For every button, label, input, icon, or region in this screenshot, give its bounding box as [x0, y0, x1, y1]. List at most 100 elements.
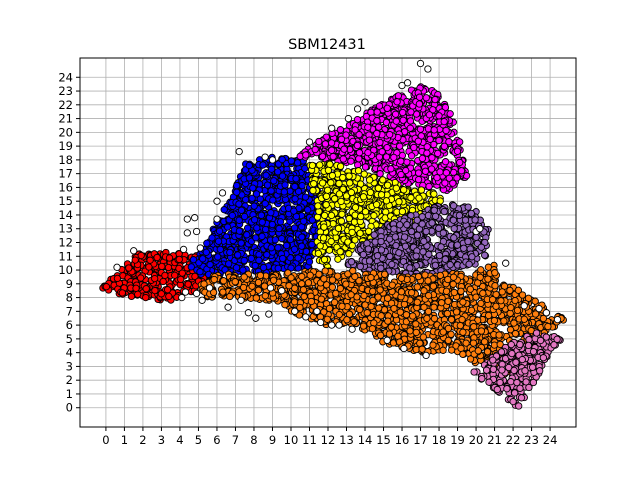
cluster-2-point [427, 165, 436, 173]
cluster-2-point [302, 151, 310, 159]
cluster-2-point [456, 158, 464, 167]
cluster-4-point [377, 237, 385, 246]
cluster-2-point [383, 143, 391, 152]
cluster-1-point [234, 251, 242, 259]
cluster-1-point [305, 258, 314, 266]
cluster-1-point [196, 268, 204, 276]
cluster-2-point [406, 117, 415, 125]
cluster-4-point [467, 209, 475, 218]
cluster-5-point [226, 292, 234, 301]
cluster-1-point [300, 217, 308, 225]
cluster-1-point [276, 218, 285, 226]
cluster-5-point [414, 272, 423, 281]
cluster-1-point [223, 223, 232, 231]
cluster-0-point [165, 292, 173, 301]
cluster-1-point [274, 168, 282, 176]
cluster-5-point [429, 341, 437, 349]
cluster-1-point [270, 177, 278, 185]
cluster-5-point [269, 276, 278, 284]
cluster-2-point [390, 153, 398, 162]
cluster-5-point [480, 338, 489, 346]
cluster-0-point [145, 263, 153, 271]
cluster-0-point [125, 264, 133, 272]
cluster-1-point [233, 181, 241, 190]
cluster-1-point [267, 209, 275, 217]
cluster-2-point [351, 126, 359, 134]
cluster-5-point [413, 283, 421, 291]
cluster-2-point [337, 135, 346, 143]
cluster-5-point [298, 280, 306, 288]
cluster-4-point [471, 216, 479, 224]
cluster-0-point [164, 263, 173, 272]
cluster-2-point [415, 169, 423, 177]
cluster-1-point [249, 184, 257, 192]
cluster-1-point [259, 263, 268, 272]
cluster-0-point [118, 289, 126, 297]
cluster-1-point [259, 161, 267, 169]
cluster-3-point [379, 176, 387, 184]
cluster-4-point [420, 237, 428, 245]
cluster-3-point [322, 201, 330, 209]
cluster-1-point [232, 264, 241, 272]
cluster-1-point [290, 207, 298, 215]
cluster-0-point [137, 274, 145, 282]
cluster-5-point [281, 301, 289, 309]
cluster-1-point [235, 227, 244, 235]
cluster-0-point [151, 274, 159, 283]
cluster-3-point [309, 186, 317, 195]
cluster-1-point [271, 236, 280, 244]
cluster-0-point [171, 271, 179, 279]
cluster-2-point [382, 153, 391, 161]
cluster-4-point [464, 203, 472, 211]
cluster-4-point [347, 258, 356, 266]
cluster-1-point [287, 157, 296, 165]
cluster-2-point [373, 129, 381, 138]
cluster-2-point [328, 146, 336, 154]
cluster-1-point [267, 187, 275, 195]
cluster-2-point [336, 126, 345, 134]
cluster-2-point [418, 154, 427, 163]
cluster-1-point [257, 211, 266, 219]
cluster-3-point [336, 162, 345, 170]
cluster-3-point [335, 190, 344, 198]
cluster-0-point [142, 293, 150, 302]
cluster-4-point [373, 252, 382, 260]
cluster-5-point [381, 270, 389, 278]
cluster-4-point [435, 251, 444, 260]
cluster-5-point [430, 303, 438, 311]
cluster-1-point [239, 266, 247, 274]
cluster-1-point [282, 241, 291, 250]
cluster-3-point [345, 250, 353, 258]
cluster-5-point [384, 317, 392, 325]
cluster-4-point [446, 261, 454, 269]
cluster-4-point [449, 202, 458, 210]
cluster-5-point [467, 306, 476, 314]
cluster-2-point [373, 117, 381, 125]
cluster-3-point [326, 160, 334, 168]
cluster-3-point [395, 198, 403, 206]
cluster-2-point [396, 142, 404, 150]
cluster-4-point [465, 260, 473, 268]
cluster-4-point [413, 231, 422, 239]
cluster-3-point [398, 207, 407, 216]
cluster-5-point [474, 347, 482, 355]
cluster-3-point [356, 229, 364, 237]
cluster-3-point [348, 228, 356, 237]
cluster-2-point [425, 182, 433, 191]
cluster-3-point [328, 171, 337, 180]
cluster-2-point [364, 148, 372, 157]
cluster-1-point [245, 161, 253, 170]
cluster-1-point [267, 165, 276, 173]
cluster-3-point [382, 197, 391, 205]
cluster-2-point [424, 125, 433, 133]
cluster-3-point [351, 203, 360, 212]
cluster-2-point [433, 174, 441, 182]
cluster-1-point [298, 233, 306, 241]
cluster-3-point [365, 176, 374, 184]
cluster-4-point [391, 233, 399, 241]
cluster-0-point [132, 284, 140, 292]
cluster-2-point [315, 137, 323, 146]
cluster-3-point [324, 186, 332, 194]
cluster-1-point [240, 256, 248, 265]
cluster-3-point [327, 211, 336, 220]
